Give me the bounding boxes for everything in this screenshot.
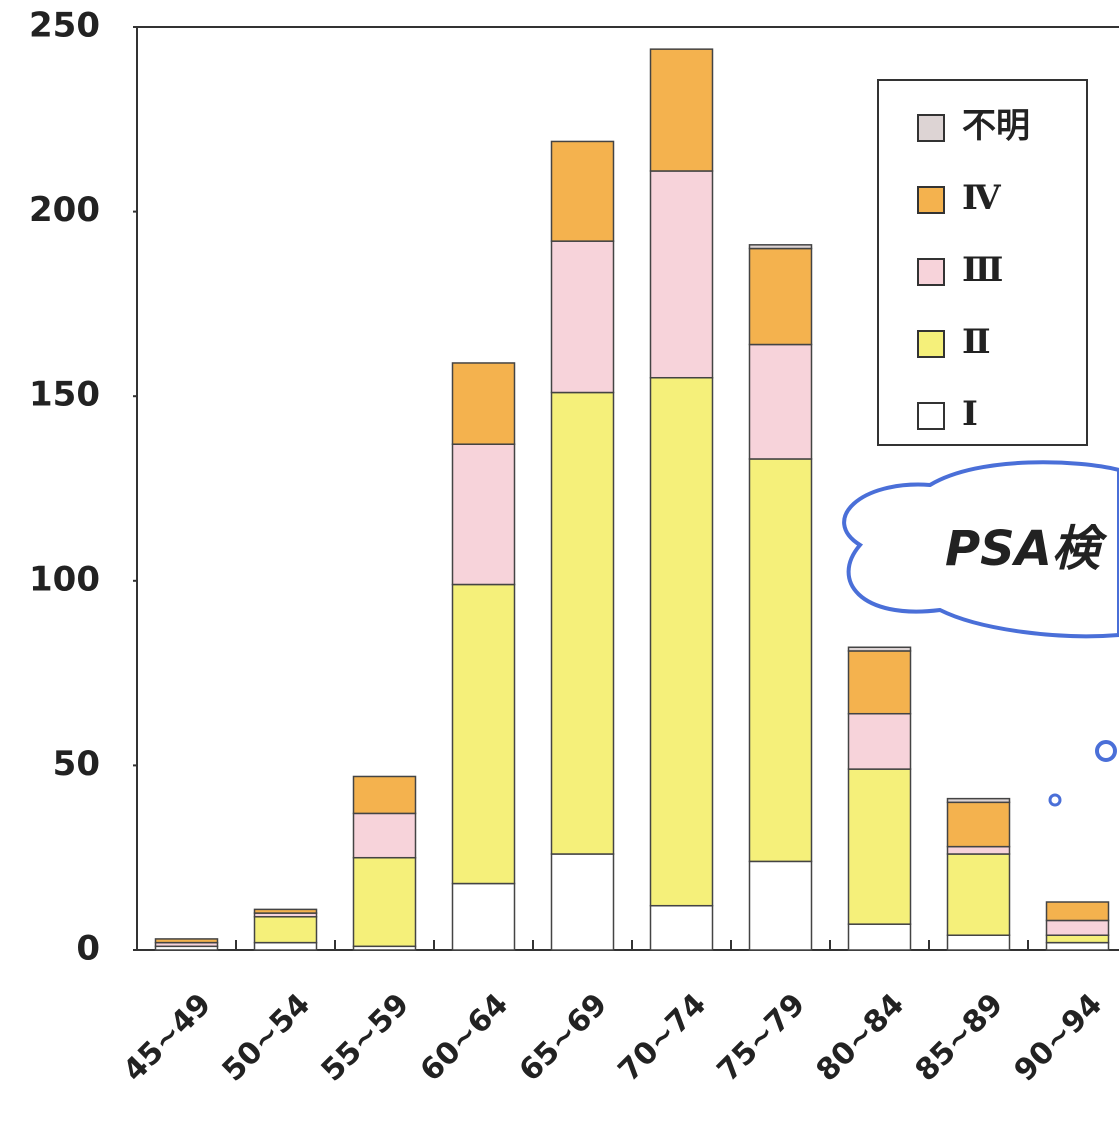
bar-segment bbox=[354, 776, 416, 813]
legend-label: Ⅲ bbox=[962, 250, 1003, 290]
y-tick-label: 250 bbox=[29, 6, 100, 46]
bar-segment bbox=[552, 141, 614, 241]
legend-label: Ⅱ bbox=[962, 322, 991, 362]
bar-segment bbox=[948, 799, 1010, 803]
legend-label: 不明 bbox=[962, 106, 1030, 146]
y-tick-label: 200 bbox=[29, 190, 100, 230]
x-tick-label: 85~89 bbox=[909, 987, 1011, 1089]
bar-segment bbox=[948, 854, 1010, 935]
bar-segment bbox=[750, 861, 812, 950]
bar-segment bbox=[750, 249, 812, 345]
bubble bbox=[1050, 795, 1060, 805]
x-tick-label: 45~49 bbox=[117, 987, 219, 1089]
bar-segment bbox=[948, 935, 1010, 950]
bar-segment bbox=[948, 802, 1010, 846]
bar-segment bbox=[453, 363, 515, 444]
bar-segment bbox=[651, 906, 713, 950]
bar-segment bbox=[354, 858, 416, 947]
bar-segment bbox=[1047, 902, 1109, 920]
bar-segment bbox=[156, 939, 218, 943]
bar-segment bbox=[651, 49, 713, 171]
bar-segment bbox=[453, 444, 515, 584]
x-tick-label: 70~74 bbox=[612, 987, 714, 1089]
bar-segment bbox=[552, 241, 614, 392]
bar-segment bbox=[849, 714, 911, 769]
chart: PSA検 0 50 100 150 200 250 45~4950~5455~5960~64… bbox=[0, 0, 1119, 1129]
bar-segment bbox=[849, 924, 911, 950]
legend-swatch bbox=[918, 115, 944, 141]
bar-segment bbox=[750, 245, 812, 249]
bar-segment bbox=[255, 943, 317, 950]
legend-swatch bbox=[918, 187, 944, 213]
annotation: PSA検 bbox=[945, 521, 1108, 577]
bar-segment bbox=[1047, 935, 1109, 942]
bar-segment bbox=[849, 647, 911, 651]
bar-segment bbox=[1047, 920, 1109, 935]
y-tick-label: 0 bbox=[76, 929, 100, 969]
y-tick-label: 50 bbox=[53, 744, 100, 784]
x-tick-label: 80~84 bbox=[810, 987, 912, 1089]
bar-segment bbox=[849, 651, 911, 714]
legend-label: Ⅳ bbox=[962, 178, 1002, 218]
bar-segment bbox=[1047, 943, 1109, 950]
x-tick-label: 65~69 bbox=[513, 987, 615, 1089]
x-tick-label: 50~54 bbox=[216, 987, 318, 1089]
y-tick-label: 150 bbox=[29, 375, 100, 415]
bar-segment bbox=[750, 459, 812, 861]
legend-swatch bbox=[918, 259, 944, 285]
bar-segment bbox=[453, 884, 515, 950]
x-tick-label: 90~94 bbox=[1008, 987, 1110, 1089]
bar-segment bbox=[552, 854, 614, 950]
x-tick-label: 55~59 bbox=[315, 987, 417, 1089]
legend-swatch bbox=[918, 331, 944, 357]
bar-segment bbox=[552, 393, 614, 855]
bar-segment bbox=[849, 769, 911, 924]
bar-segment bbox=[750, 345, 812, 459]
x-tick-label: 60~64 bbox=[414, 987, 516, 1089]
bubble bbox=[1097, 742, 1115, 760]
bar-segment bbox=[651, 378, 713, 906]
bar-segment bbox=[453, 584, 515, 883]
bar-segment bbox=[255, 909, 317, 913]
legend-label: Ⅰ bbox=[962, 394, 978, 434]
x-tick-label: 75~79 bbox=[711, 987, 813, 1089]
bar-segment bbox=[255, 917, 317, 943]
bar-segment bbox=[651, 171, 713, 378]
legend-swatch bbox=[918, 403, 944, 429]
bar-segment bbox=[948, 847, 1010, 854]
bar-segment bbox=[354, 813, 416, 857]
y-tick-label: 100 bbox=[29, 559, 100, 599]
